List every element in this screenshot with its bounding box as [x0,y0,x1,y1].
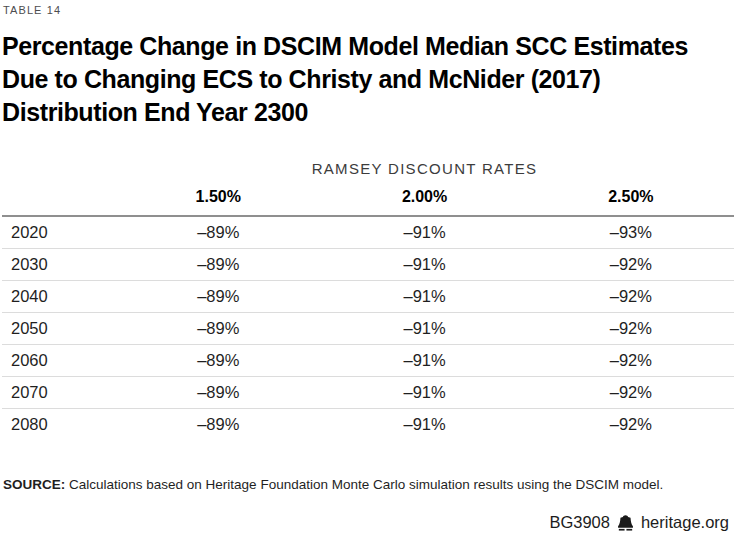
value-cell: –92% [528,281,734,313]
table-row: 2070 –89% –91% –92% [2,377,734,409]
column-group-header: RAMSEY DISCOUNT RATES [115,160,734,177]
year-cell: 2020 [2,216,115,249]
value-cell: –89% [115,409,321,441]
value-cell: –91% [321,216,527,249]
table-row: 2050 –89% –91% –92% [2,313,734,345]
table-row: 2020 –89% –91% –93% [2,216,734,249]
source-text: Calculations based on Heritage Foundatio… [65,477,663,492]
year-column-header [2,188,115,216]
value-cell: –91% [321,409,527,441]
table-row: 2030 –89% –91% –92% [2,249,734,281]
table-number-label: TABLE 14 [2,4,732,16]
value-cell: –89% [115,249,321,281]
value-cell: –91% [321,377,527,409]
site-link: heritage.org [641,513,729,532]
year-cell: 2070 [2,377,115,409]
value-cell: –89% [115,281,321,313]
source-note: SOURCE: Calculations based on Heritage F… [2,477,732,492]
table-row: 2080 –89% –91% –92% [2,409,734,441]
value-cell: –91% [321,249,527,281]
year-cell: 2060 [2,345,115,377]
footer: BG3908 heritage.org [2,513,732,532]
value-cell: –89% [115,345,321,377]
year-cell: 2040 [2,281,115,313]
column-header-rate-2: 2.00% [321,188,527,216]
year-cell: 2050 [2,313,115,345]
table-row: 2040 –89% –91% –92% [2,281,734,313]
value-cell: –91% [321,313,527,345]
value-cell: –91% [321,345,527,377]
figure-title-line-1: Percentage Change in DSCIM Model Median … [2,30,732,63]
figure-title-line-3: Distribution End Year 2300 [2,96,732,129]
table-header-row: 1.50% 2.00% 2.50% [2,188,734,216]
value-cell: –89% [115,216,321,249]
year-cell: 2080 [2,409,115,441]
value-cell: –89% [115,313,321,345]
value-cell: –89% [115,377,321,409]
column-header-rate-1: 1.50% [115,188,321,216]
liberty-bell-icon [617,515,634,531]
column-header-rate-3: 2.50% [528,188,734,216]
source-label: SOURCE: [3,477,65,492]
value-cell: –92% [528,249,734,281]
figure-title: Percentage Change in DSCIM Model Median … [2,30,732,129]
scc-estimates-table: 1.50% 2.00% 2.50% 2020 –89% –91% –93% 20… [2,188,734,440]
value-cell: –92% [528,377,734,409]
value-cell: –92% [528,409,734,441]
value-cell: –91% [321,281,527,313]
value-cell: –93% [528,216,734,249]
value-cell: –92% [528,345,734,377]
document-id: BG3908 [549,513,610,532]
year-cell: 2030 [2,249,115,281]
table-row: 2060 –89% –91% –92% [2,345,734,377]
value-cell: –92% [528,313,734,345]
figure-page: TABLE 14 Percentage Change in DSCIM Mode… [0,0,734,532]
figure-title-line-2: Due to Changing ECS to Christy and McNid… [2,63,732,96]
